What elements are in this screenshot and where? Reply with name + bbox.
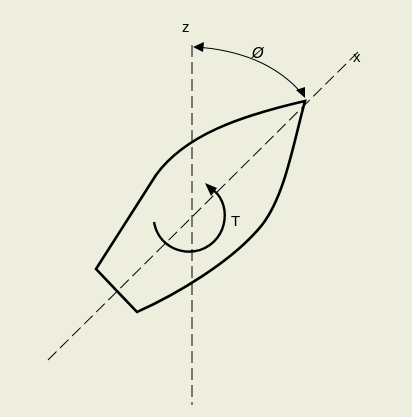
angle-arrow-end-icon (296, 87, 305, 98)
z-axis-label: z (182, 19, 190, 36)
torque-label: T (231, 213, 240, 230)
torque-arrowhead-icon (205, 183, 217, 196)
angle-arc (195, 46, 305, 97)
angle-label: Ø (251, 44, 265, 62)
torque-arc (152, 186, 226, 253)
x-axis-label: x (353, 49, 361, 66)
x-axis-line (47, 49, 361, 361)
angle-arrow-start-icon (193, 42, 204, 52)
hull-outline (94, 99, 307, 314)
